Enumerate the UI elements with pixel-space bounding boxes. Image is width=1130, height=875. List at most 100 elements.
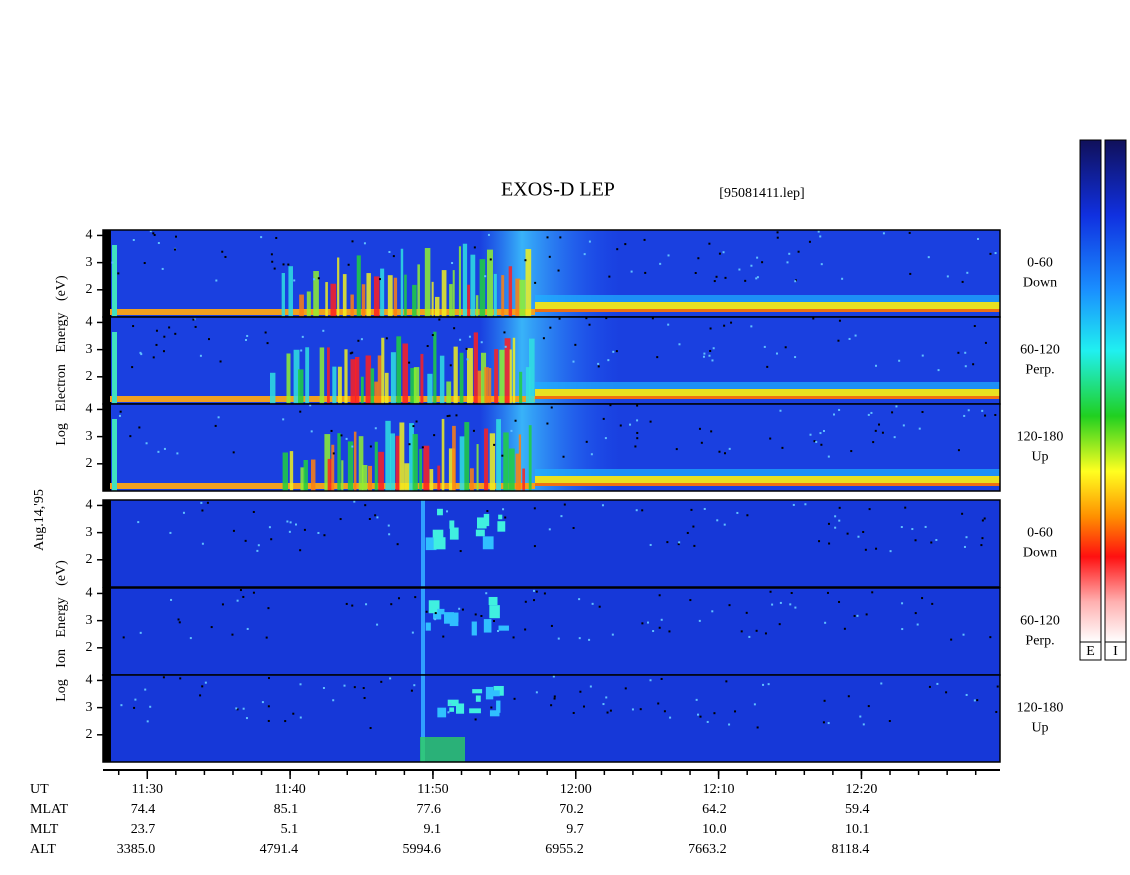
noise (455, 414, 458, 417)
noise (267, 705, 270, 708)
left-edge (103, 404, 111, 491)
noise (651, 317, 654, 320)
noise (451, 262, 454, 265)
noise (864, 548, 867, 551)
noise (548, 528, 551, 531)
noise (548, 255, 551, 258)
noise (965, 693, 968, 696)
noise (789, 603, 792, 606)
noise (588, 240, 591, 243)
noise (513, 697, 516, 700)
y-tick-label: 4 (86, 673, 93, 688)
noise (485, 592, 488, 595)
band-high (535, 476, 1000, 483)
noise (533, 507, 536, 510)
streak (358, 436, 364, 491)
band-glow (535, 469, 1000, 479)
streak (429, 469, 434, 491)
noise (396, 543, 399, 546)
noise (708, 242, 711, 245)
noise (236, 599, 239, 602)
noise (616, 248, 619, 251)
left-edge (103, 230, 111, 317)
noise (103, 323, 106, 326)
noise (724, 276, 727, 279)
y-tick-label: 3 (86, 342, 93, 357)
noise (927, 256, 930, 259)
ephemeris-value: 5994.6 (402, 842, 441, 857)
noise (510, 429, 513, 432)
noise (550, 704, 553, 707)
streak (300, 467, 305, 491)
panel-frame (102, 674, 1001, 763)
noise (841, 277, 844, 280)
band-low (110, 309, 535, 315)
noise (414, 596, 417, 599)
noise (214, 424, 217, 427)
noise (972, 363, 975, 366)
spike (112, 419, 117, 491)
noise (155, 343, 158, 346)
channel-label: 120-180 (1017, 701, 1064, 716)
noise (303, 528, 306, 531)
direction-label: Perp. (1025, 634, 1054, 649)
streak (270, 372, 276, 404)
noise (376, 516, 379, 519)
spike (112, 332, 117, 404)
noise (723, 324, 726, 327)
noise (199, 354, 202, 357)
noise (119, 410, 122, 413)
noise (192, 318, 195, 321)
noise (900, 526, 903, 529)
noise (692, 525, 695, 528)
noise (169, 531, 172, 534)
noise (357, 339, 360, 342)
noise (431, 334, 434, 337)
streak (458, 246, 461, 317)
noise (448, 414, 451, 417)
streak (439, 355, 445, 404)
noise (533, 545, 536, 548)
noise (740, 630, 743, 633)
noise (809, 433, 812, 436)
noise (535, 691, 538, 694)
noise (819, 235, 822, 238)
noise (553, 697, 556, 700)
noise (677, 543, 680, 546)
spectrogram (103, 404, 1000, 491)
streak (286, 353, 291, 404)
band-high (535, 302, 1000, 309)
noise (524, 628, 527, 631)
noise (788, 252, 791, 255)
noise (828, 542, 831, 545)
noise (859, 715, 862, 718)
noise (374, 514, 377, 517)
panel-frame (102, 499, 1001, 588)
noise (834, 515, 837, 518)
noise (442, 635, 445, 638)
band-edge (535, 396, 1000, 399)
noise (201, 685, 204, 688)
noise (601, 504, 604, 507)
noise (658, 594, 661, 597)
noise (385, 337, 388, 340)
noise (434, 612, 437, 615)
ephemeris-value: 77.6 (416, 802, 441, 817)
noise (458, 607, 461, 610)
noise (738, 268, 741, 271)
streak (467, 284, 471, 317)
noise (950, 638, 953, 641)
noise (867, 705, 870, 708)
noise (723, 523, 726, 526)
noise (854, 334, 857, 337)
streak (525, 249, 532, 317)
noise (266, 342, 269, 345)
noise (546, 422, 549, 425)
noise (449, 364, 452, 367)
noise (962, 633, 965, 636)
streak (342, 274, 347, 317)
noise (489, 258, 492, 261)
noise (161, 267, 164, 270)
noise (781, 446, 784, 449)
